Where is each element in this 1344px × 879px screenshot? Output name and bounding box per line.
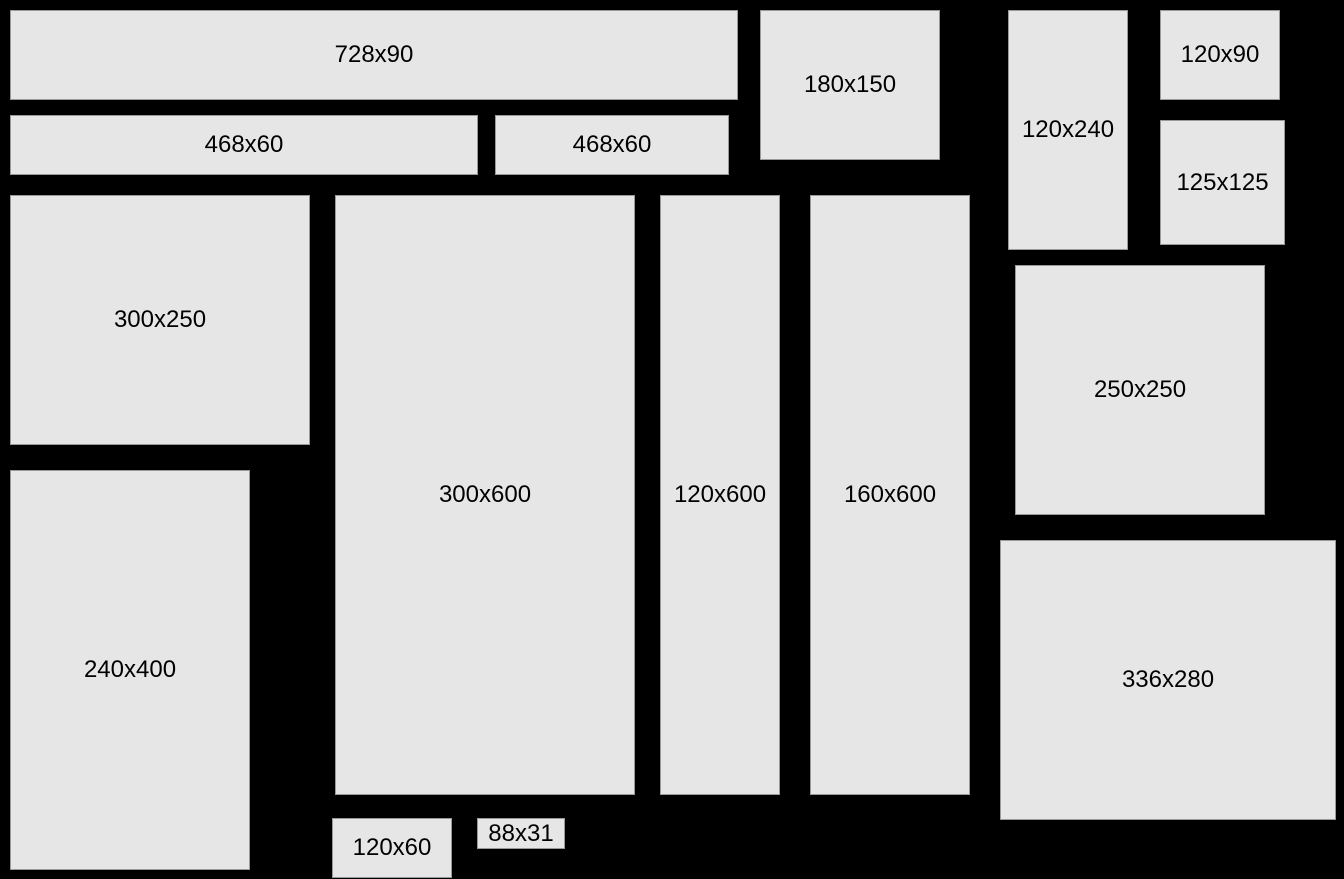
ad-label: 300x250 [114, 306, 206, 334]
ad-box-banner-468x60-a: 468x60 [10, 115, 478, 175]
ad-label: 180x150 [804, 71, 896, 99]
ad-label: 120x90 [1181, 41, 1260, 69]
ad-label: 120x240 [1022, 116, 1114, 144]
ad-label: 120x600 [674, 481, 766, 509]
ad-label: 250x250 [1094, 376, 1186, 404]
ad-box-medium-rectangle-300x250: 300x250 [10, 195, 310, 445]
ad-label: 240x400 [84, 656, 176, 684]
ad-label: 120x60 [353, 834, 432, 862]
ad-label: 468x60 [205, 131, 284, 159]
ad-box-micro-bar-88x31: 88x31 [477, 818, 565, 849]
ad-label: 125x125 [1176, 169, 1268, 197]
ad-box-button-120x90: 120x90 [1160, 10, 1280, 100]
ad-label: 728x90 [335, 41, 414, 69]
ad-box-large-rectangle-336x280: 336x280 [1000, 540, 1336, 820]
ad-box-square-125x125: 125x125 [1160, 120, 1285, 245]
ad-box-wide-skyscraper-160x600: 160x600 [810, 195, 970, 795]
ad-box-half-page-300x600: 300x600 [335, 195, 635, 795]
ad-box-banner-468x60-b: 468x60 [495, 115, 729, 175]
ad-label: 160x600 [844, 481, 936, 509]
ad-box-skyscraper-120x600: 120x600 [660, 195, 780, 795]
ad-box-leaderboard-728x90: 728x90 [10, 10, 738, 100]
ad-label: 336x280 [1122, 666, 1214, 694]
ad-box-button-120x60: 120x60 [332, 818, 452, 878]
ad-box-rectangle-180x150: 180x150 [760, 10, 940, 160]
ad-box-vertical-120x240: 120x240 [1008, 10, 1128, 250]
ad-box-square-250x250: 250x250 [1015, 265, 1265, 515]
ad-label: 468x60 [573, 131, 652, 159]
ad-box-vertical-rect-240x400: 240x400 [10, 470, 250, 870]
ad-label: 88x31 [488, 820, 553, 848]
ad-label: 300x600 [439, 481, 531, 509]
